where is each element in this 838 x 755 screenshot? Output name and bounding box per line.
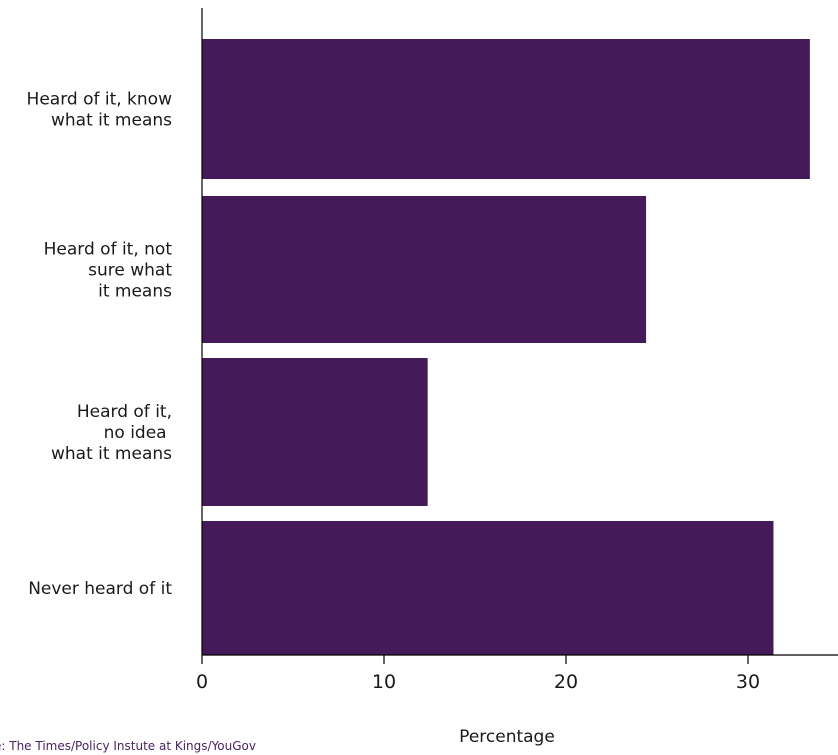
source-note: e: The Times/Policy Instute at Kings/You… (0, 739, 256, 753)
category-label-line: what it means (51, 111, 172, 131)
category-label-line: Never heard of it (28, 579, 172, 599)
x-tick-label: 30 (736, 671, 760, 693)
category-label-line: Heard of it, know (27, 90, 173, 110)
category-label-line: sure what (88, 261, 172, 281)
category-label: Heard of it, not sure what it means (44, 240, 173, 302)
category-label-line: what it means (51, 444, 172, 464)
bar (202, 39, 810, 179)
category-label-line: Heard of it, (77, 402, 172, 422)
x-tick-label: 0 (196, 671, 208, 693)
x-tick-label: 20 (554, 671, 578, 693)
category-label: Never heard of it (28, 579, 172, 599)
category-label: Heard of it, know what it means (27, 90, 173, 131)
bars-group (202, 39, 810, 655)
category-label-line: Heard of it, not (44, 240, 173, 260)
bar (202, 521, 774, 655)
category-label: Heard of it, no idea what it means (51, 402, 172, 464)
bar (202, 358, 428, 506)
x-ticks-group: 0 10 20 30 (196, 655, 760, 693)
bar (202, 196, 647, 343)
category-label-line: it means (98, 282, 172, 302)
x-axis-title: Percentage (459, 727, 555, 747)
category-label-line: no idea (104, 423, 172, 443)
x-tick-label: 10 (372, 671, 396, 693)
